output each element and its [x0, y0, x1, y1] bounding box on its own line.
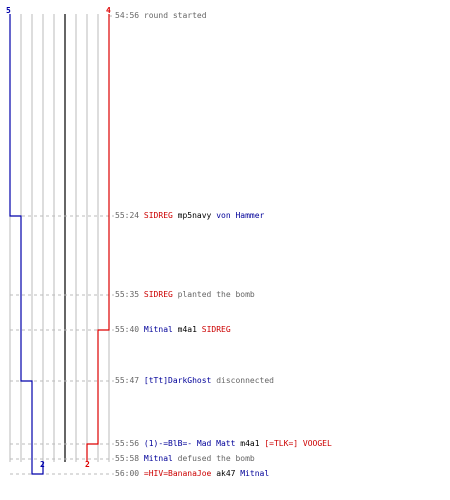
red-end-count: 2: [85, 460, 90, 469]
event-timestamp: 55:47: [115, 376, 140, 385]
player-name-blue: Mitnal: [143, 325, 173, 334]
grid-lines: [9, 14, 110, 462]
weapon-name: ak47: [216, 469, 236, 478]
event-timestamp: 55:58: [115, 454, 140, 463]
player-name-red: SIDREG: [143, 211, 173, 220]
event-row: 55:35 SIDREG planted the bomb: [115, 290, 255, 300]
weapon-name: mp5navy: [177, 211, 212, 220]
event-timestamp: 54:56: [115, 11, 140, 20]
event-action: defused the bomb: [177, 454, 255, 463]
event-timestamp: 55:56: [115, 439, 140, 448]
weapon-name: m4a1: [177, 325, 197, 334]
weapon-name: m4a1: [240, 439, 260, 448]
event-row: 54:56 round started: [115, 11, 207, 21]
event-row: 55:47 [tTt]DarkGhost disconnected: [115, 376, 274, 386]
event-action: round started: [143, 11, 207, 20]
player-name-red: =HIV=BananaJoe: [143, 469, 212, 478]
player-name-red: SIDREG: [143, 290, 173, 299]
event-action: disconnected: [216, 376, 274, 385]
blue-team-line: [9, 14, 44, 475]
player-name-red: [=TLK=] VOOGEL: [264, 439, 332, 448]
blue-end-count: 2: [40, 460, 45, 469]
red-start-count: 4: [106, 6, 111, 15]
event-timestamp: 55:40: [115, 325, 140, 334]
event-row: 56:00 =HIV=BananaJoe ak47 Mitnal: [115, 469, 269, 479]
event-timestamp: 56:00: [115, 469, 140, 478]
player-name-blue: von Hammer: [216, 211, 265, 220]
event-timestamp: 55:35: [115, 290, 140, 299]
player-name-blue: (1)-=BlB=- Mad Matt: [143, 439, 236, 448]
event-row: 55:58 Mitnal defused the bomb: [115, 454, 255, 464]
event-action: planted the bomb: [177, 290, 255, 299]
event-row: 55:56 (1)-=BlB=- Mad Matt m4a1 [=TLK=] V…: [115, 439, 332, 449]
blue-start-count: 5: [6, 6, 11, 15]
player-name-red: SIDREG: [201, 325, 231, 334]
player-name-blue: Mitnal: [240, 469, 270, 478]
event-timestamp: 55:24: [115, 211, 140, 220]
red-team-line: [86, 14, 110, 462]
player-name-blue: Mitnal: [143, 454, 173, 463]
event-row: 55:40 Mitnal m4a1 SIDREG: [115, 325, 231, 335]
event-row: 55:24 SIDREG mp5navy von Hammer: [115, 211, 264, 221]
player-name-blue: [tTt]DarkGhost: [143, 376, 212, 385]
